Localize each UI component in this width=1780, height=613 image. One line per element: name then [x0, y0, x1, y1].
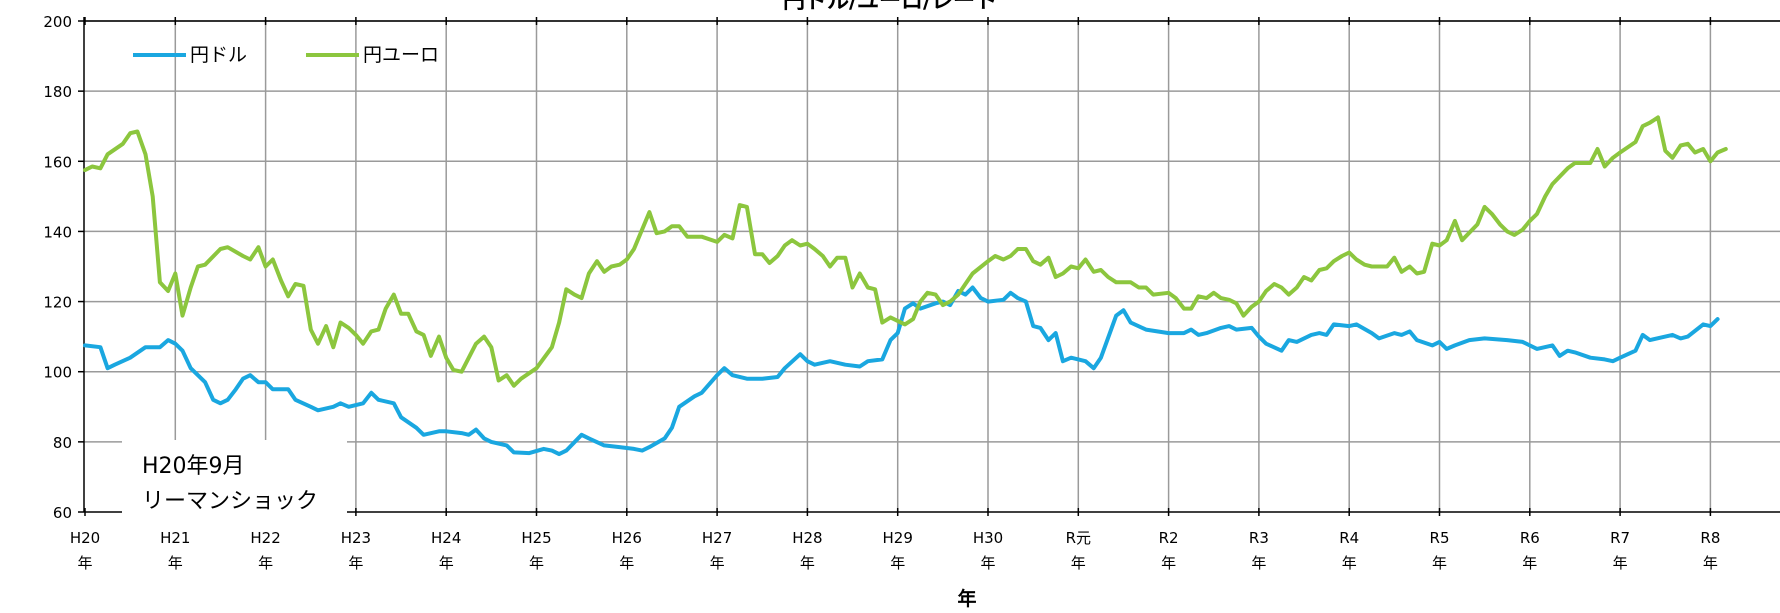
x-tick-suffix-18: 年 — [1703, 554, 1718, 572]
y-tick-label-60: 60 — [53, 504, 72, 522]
chart-title: 円ドル/ユーロ/レート — [783, 0, 997, 14]
series-line-1 — [83, 115, 1728, 388]
annotation-lehman: H20年9月 リーマンショック — [122, 440, 347, 520]
legend-label-usd: 円ドル — [190, 44, 247, 66]
legend-label-eur: 円ユーロ — [363, 44, 439, 66]
y-tick-label-100: 100 — [43, 364, 72, 382]
x-tick-suffix-14: 年 — [1342, 554, 1357, 572]
x-axis-ticks: H20 年 H21 年 H22 年 H23 年 H24 年 H25 年 H26 年 H27 年 H28 年 H29 年… — [70, 17, 1720, 572]
axes — [83, 17, 1780, 513]
x-tick-suffix-6: 年 — [619, 554, 634, 572]
series-lines — [83, 115, 1728, 457]
x-tick-suffix-7: 年 — [710, 554, 725, 572]
x-tick-label-13: R3 — [1249, 529, 1269, 547]
x-tick-suffix-0: 年 — [77, 554, 92, 572]
x-tick-suffix-1: 年 — [168, 554, 183, 572]
x-tick-label-10: H30 — [973, 529, 1003, 547]
x-tick-suffix-9: 年 — [890, 554, 905, 572]
annotation-box — [122, 440, 347, 520]
annotation-line-1: H20年9月 — [142, 454, 245, 479]
grid-lines — [84, 20, 1780, 512]
legend: 円ドル 円ユーロ — [133, 44, 439, 66]
x-tick-label-3: H23 — [341, 529, 371, 547]
x-tick-suffix-5: 年 — [529, 554, 544, 572]
x-tick-label-9: H29 — [883, 529, 913, 547]
x-tick-suffix-8: 年 — [800, 554, 815, 572]
y-tick-label-120: 120 — [43, 294, 72, 312]
x-tick-suffix-15: 年 — [1432, 554, 1447, 572]
y-axis-ticks: 60 80 100 120 140 160 180 200 — [43, 13, 84, 522]
x-tick-label-8: H28 — [792, 529, 822, 547]
y-tick-label-180: 180 — [43, 83, 72, 101]
x-tick-label-12: R2 — [1159, 529, 1179, 547]
x-tick-label-14: R4 — [1339, 529, 1359, 547]
x-tick-label-15: R5 — [1430, 529, 1450, 547]
series-line-0 — [83, 285, 1720, 457]
x-tick-label-6: H26 — [612, 529, 642, 547]
x-tick-suffix-2: 年 — [258, 554, 273, 572]
y-tick-label-140: 140 — [43, 223, 72, 241]
x-axis-label: 年 — [957, 587, 976, 610]
y-tick-label-200: 200 — [43, 13, 72, 31]
x-tick-suffix-17: 年 — [1613, 554, 1628, 572]
x-tick-label-16: R6 — [1520, 529, 1540, 547]
x-tick-suffix-10: 年 — [980, 554, 995, 572]
x-tick-label-4: H24 — [431, 529, 461, 547]
x-tick-label-1: H21 — [160, 529, 190, 547]
x-tick-suffix-16: 年 — [1522, 554, 1537, 572]
x-tick-label-5: H25 — [521, 529, 551, 547]
x-tick-suffix-13: 年 — [1251, 554, 1266, 572]
y-tick-label-160: 160 — [43, 153, 72, 171]
x-tick-label-17: R7 — [1610, 529, 1630, 547]
x-tick-label-7: H27 — [702, 529, 732, 547]
x-tick-suffix-12: 年 — [1161, 554, 1176, 572]
x-tick-label-0: H20 — [70, 529, 100, 547]
x-tick-label-18: R8 — [1700, 529, 1720, 547]
x-tick-suffix-4: 年 — [439, 554, 454, 572]
x-tick-suffix-11: 年 — [1071, 554, 1086, 572]
x-tick-label-11: R元 — [1066, 529, 1091, 547]
annotation-line-2: リーマンショック — [142, 489, 318, 514]
x-tick-suffix-3: 年 — [348, 554, 363, 572]
x-tick-label-2: H22 — [250, 529, 280, 547]
y-tick-label-80: 80 — [53, 434, 72, 452]
